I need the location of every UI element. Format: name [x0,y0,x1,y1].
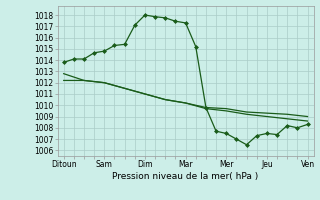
X-axis label: Pression niveau de la mer( hPa ): Pression niveau de la mer( hPa ) [112,172,259,181]
